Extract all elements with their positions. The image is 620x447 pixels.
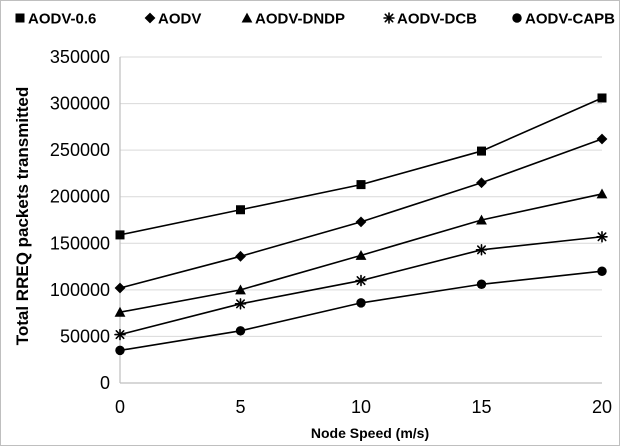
x-tick-label: 10 (351, 397, 371, 417)
series-line-aodv (119, 138, 603, 289)
tick-labels: 0 50000 100000 150000 200000 250000 300000 3500… (50, 47, 612, 417)
legend-item: AODV-CAPB (512, 11, 615, 28)
circle-marker (597, 266, 607, 276)
square-marker (477, 146, 486, 156)
x-tick-label: 20 (592, 397, 612, 417)
diamond-marker (355, 216, 367, 228)
gridlines (120, 56, 602, 337)
legend-label: AODV (158, 11, 201, 28)
legend-label: AODV-CAPB (525, 11, 615, 28)
square-marker (115, 230, 125, 240)
square-marker (356, 180, 366, 190)
legend-item: AODV (144, 11, 201, 28)
asterisk-marker (383, 12, 395, 24)
triangle-marker (241, 12, 253, 23)
legend-item: AODV-DNDP (241, 11, 345, 28)
diamond-marker (235, 250, 246, 262)
diamond-marker (144, 12, 156, 24)
y-tick-label: 100000 (50, 280, 110, 300)
series-line-aodv-0.6 (119, 97, 603, 236)
x-axis-title: Node Speed (m/s) (311, 425, 429, 441)
asterisk-marker (114, 328, 126, 341)
legend-item: AODV-DCB (383, 11, 477, 28)
diamond-marker (596, 133, 608, 145)
legend-item: AODV-0.6 (15, 11, 96, 28)
legend: AODV-0.6 AODV AODV-DNDP AODV-DCB AODV-CAPB (15, 11, 615, 28)
asterisk-marker (596, 231, 608, 243)
diamond-marker (114, 282, 126, 294)
triangle-marker (235, 284, 246, 295)
series-markers (114, 93, 608, 356)
triangle-marker (355, 249, 367, 260)
y-tick-label: 300000 (50, 94, 110, 114)
diamond-marker (476, 177, 487, 189)
y-axis-title: Total RREQ packets transmitted (13, 87, 32, 346)
circle-marker (235, 326, 246, 336)
asterisk-stroke (476, 245, 487, 255)
circle-marker (476, 279, 487, 289)
y-tick-label: 350000 (50, 47, 110, 67)
x-tick-label: 5 (235, 397, 245, 417)
asterisk-marker (355, 274, 367, 287)
x-tick-label: 0 (115, 397, 125, 417)
triangle-marker (476, 214, 487, 225)
asterisk-stroke (356, 276, 366, 286)
circle-marker (356, 298, 366, 308)
circle-marker (512, 13, 522, 23)
triangle-marker (596, 188, 608, 199)
y-tick-label: 250000 (50, 140, 110, 160)
asterisk-marker (234, 298, 247, 310)
square-marker (597, 93, 607, 103)
triangle-marker (114, 306, 126, 317)
y-tick-label: 200000 (50, 187, 110, 207)
circle-marker (115, 345, 125, 356)
legend-label: AODV-DCB (397, 11, 477, 28)
y-tick-label: 50000 (60, 326, 110, 346)
square-marker (236, 205, 245, 215)
legend-label: AODV-DNDP (255, 11, 345, 28)
x-tick-label: 15 (471, 397, 491, 417)
asterisk-stroke (115, 330, 125, 340)
asterisk-stroke (597, 232, 607, 242)
asterisk-stroke (384, 13, 394, 23)
asterisk-stroke (235, 299, 246, 309)
asterisk-marker (475, 244, 488, 256)
legend-label: AODV-0.6 (28, 11, 96, 28)
y-tick-label: 150000 (50, 233, 110, 253)
axes (119, 57, 602, 384)
y-tick-label: 0 (100, 373, 110, 393)
square-marker (15, 13, 25, 23)
